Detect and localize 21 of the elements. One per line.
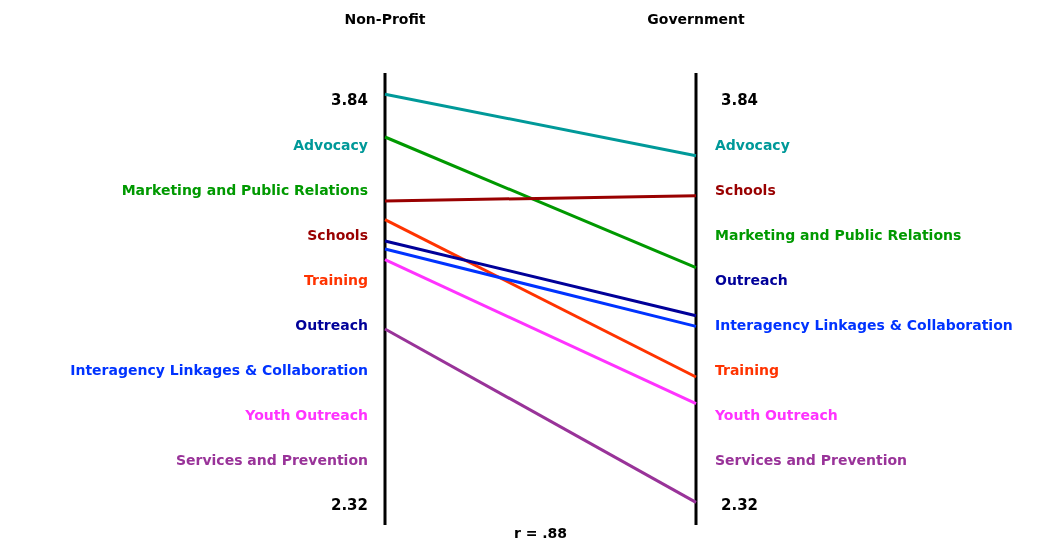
- text: Services and Prevention: [715, 451, 908, 468]
- series-label: Interagency Linkages & Collaboration: [715, 316, 1013, 333]
- y2-tick-label: 2.32: [721, 496, 759, 515]
- series-label: Youth Outreach: [714, 406, 838, 423]
- text: Youth Outreach: [245, 406, 368, 423]
- text: Marketing and Public Relations: [715, 226, 962, 243]
- text: Outreach: [715, 271, 788, 288]
- series-label: Advocacy: [715, 136, 790, 153]
- text: Services and Prevention: [175, 451, 368, 468]
- text: Schools: [307, 226, 368, 243]
- text: Interagency Linkages & Collaboration: [70, 361, 368, 378]
- series-label: Training: [715, 361, 779, 378]
- x-tick-label: Government: [647, 11, 745, 27]
- text: Outreach: [295, 316, 368, 333]
- y2-tick-label: 3.84: [721, 90, 759, 109]
- x-tick-label: Non-Profit: [344, 11, 426, 27]
- text: Training: [304, 271, 368, 288]
- text: Marketing and Public Relations: [121, 181, 368, 198]
- annotation: r = .88: [513, 525, 568, 540]
- series-label: Schools: [715, 181, 776, 198]
- text: Advocacy: [293, 136, 368, 153]
